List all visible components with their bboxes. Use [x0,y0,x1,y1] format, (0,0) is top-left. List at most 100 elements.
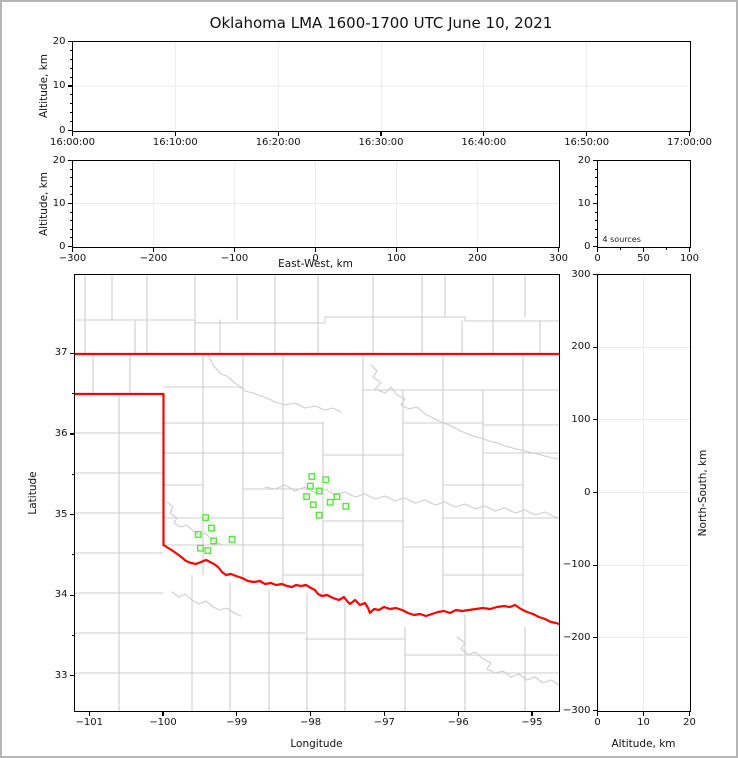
y-minor-tick [69,177,73,179]
river-county-boundary-line [455,635,559,686]
gridline-h [72,203,559,204]
x-minor-tick [666,246,667,250]
x-minor-tick [620,246,621,250]
y-axis-label-map: Latitude [26,470,39,515]
lma-source-marker [203,546,211,554]
y-minor-tick [594,220,598,222]
x-tick-label: −97 [373,716,395,728]
y-minor-tick [594,185,598,187]
x-tick [395,246,398,252]
lma-source-marker [307,472,315,480]
x-tick-label: 0 [312,252,319,264]
y-minor-tick [69,194,73,196]
y-minor-tick [69,76,73,78]
x-axis-label-ew-height: East-West, km [278,257,353,270]
y-minor-tick [69,67,73,69]
y-minor-tick [69,211,73,213]
gridline-h [597,346,690,348]
x-tick [596,710,599,716]
y-minor-tick [71,635,75,637]
river-county-boundary-line [170,590,242,617]
y-tick-label: 35 [54,508,68,520]
x-tick [309,710,312,716]
red-river-state-border [161,543,559,625]
y-minor-tick [69,168,73,170]
x-tick-label: 50 [637,252,650,264]
y-tick-label: 0 [59,240,66,252]
x-tick [233,246,236,252]
x-axis-label-map: Longitude [290,737,343,750]
panel-alt-histogram: 0 50 100 0 10 20 4 sources [578,155,699,264]
panel-ns-height: 0 10 20 300 200 100 0 −100 −200 −300 Altitude, km N… [563,269,708,750]
gridline-h [72,85,690,87]
y-tick-label: 10 [52,197,66,209]
y-tick-label: 300 [571,268,591,280]
x-tick-label: −96 [447,716,469,728]
x-tick-label: 200 [467,252,488,264]
y-minor-tick [69,228,73,230]
y-tick [592,491,598,494]
lma-source-marker [315,487,323,494]
x-tick-label: 0 [594,252,601,264]
county-boundary-line [74,315,559,324]
x-tick [314,246,317,252]
x-tick-label: 17:00:00 [667,136,712,148]
lma-source-marker [207,524,215,532]
x-tick-label: 16:20:00 [255,136,301,148]
x-tick-label: −100 [149,716,177,728]
panel-map: −101 −100 −99 −98 −97 −96 −95 33 34 35 36 37 Longitu… [27,273,560,750]
panel-time-height: 16:00:00 16:10:00 16:20:00 16:30:00 16:40:00… [38,36,712,148]
y-minor-tick [69,237,73,239]
x-tick [596,246,599,252]
y-axis-label-right-ns-height: North-South, km [696,449,709,536]
oklahoma-map-canvas [74,274,559,711]
y-minor-tick [594,177,598,179]
x-tick-label: 16:10:00 [152,136,198,148]
y-tick [69,352,75,355]
lma-source-marker [332,492,340,500]
y-tick [67,129,73,132]
x-tick-label: 16:40:00 [461,136,507,148]
gridline-h [597,637,690,639]
y-tick [592,202,598,205]
y-tick [67,159,73,162]
x-tick [688,710,691,716]
x-tick-label: 16:50:00 [564,136,610,148]
y-minor-tick [69,58,73,60]
y-minor-tick [594,228,598,230]
x-tick-label: 300 [548,252,569,264]
y-tick-label: 0 [59,124,66,136]
y-tick-label: −200 [563,631,591,643]
sources-count-annotation: 4 sources [602,234,641,244]
x-tick-label: −95 [521,716,543,728]
y-minor-tick [71,393,75,395]
lma-source-marker [228,535,236,543]
x-tick-label: −101 [75,716,103,728]
river-county-boundary-line [206,353,342,413]
x-tick [71,130,74,136]
lma-source-marker [209,537,217,544]
y-minor-tick [69,112,73,114]
y-minor-tick [594,237,598,239]
river-county-boundary-line [369,363,559,460]
lma-source-marker [306,482,314,490]
y-minor-tick [69,185,73,187]
x-tick-label: 100 [386,252,407,264]
y-tick-label: 100 [571,413,591,425]
y-minor-tick [69,49,73,51]
y-tick-label: 10 [52,80,66,91]
x-tick-label: 10 [637,716,650,728]
lma-source-marker [302,492,310,500]
x-tick-label: −200 [139,252,168,264]
y-tick-label: −300 [563,704,591,716]
y-minor-tick [594,168,598,170]
x-tick [476,246,479,252]
plot-title: Oklahoma LMA 1600-1700 UTC June 10, 2021 [209,14,553,32]
y-tick-label: 33 [54,669,68,681]
x-tick-label: 20 [683,716,696,728]
x-tick-label: −98 [300,716,322,728]
x-tick-label: −100 [220,252,249,264]
y-tick-label: 36 [54,428,68,440]
river-county-boundary-line [263,483,559,519]
